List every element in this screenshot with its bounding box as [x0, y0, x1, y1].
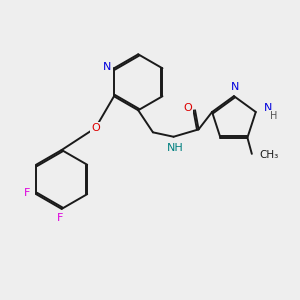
- Text: N: N: [264, 103, 272, 113]
- Text: CH₃: CH₃: [259, 150, 278, 160]
- Text: O: O: [91, 123, 100, 133]
- Text: N: N: [102, 62, 111, 72]
- Text: H: H: [270, 110, 277, 121]
- Text: F: F: [24, 188, 30, 198]
- Text: N: N: [231, 82, 240, 92]
- Text: O: O: [183, 103, 192, 113]
- Text: F: F: [57, 213, 63, 223]
- Text: NH: NH: [167, 143, 183, 153]
